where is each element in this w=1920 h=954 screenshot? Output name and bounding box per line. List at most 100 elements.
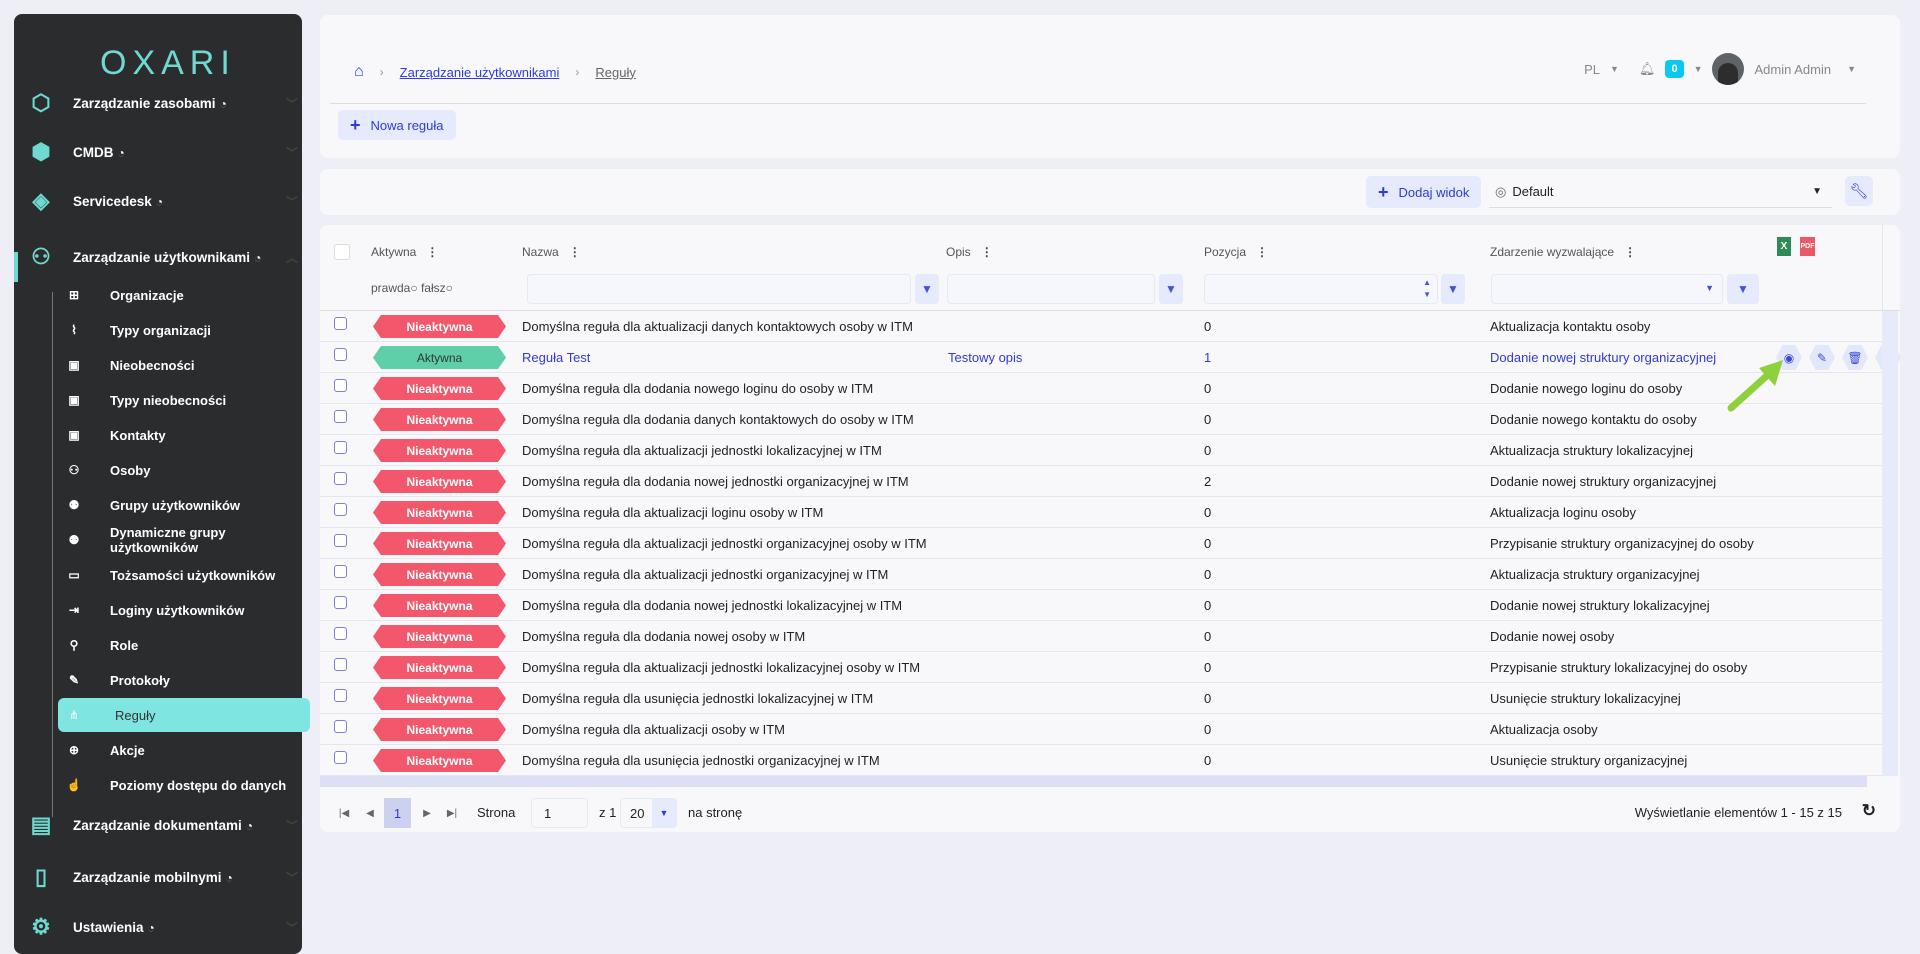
table-row[interactable]: Nieaktywna Domyślna reguła dla aktualiza…	[320, 497, 1882, 528]
caret-down-icon[interactable]: ▼	[1693, 64, 1703, 74]
column-header-name[interactable]: Nazwa ⋮	[522, 245, 581, 259]
table-row[interactable]: Nieaktywna Domyślna reguła dla usunięcia…	[320, 683, 1882, 714]
sidebar-module-sidebar-bottom_modules-2[interactable]: ⚙ Ustawienia ◔ ﹀	[14, 907, 302, 947]
spinner-icon[interactable]: ▲ ▼	[1423, 278, 1431, 299]
wrench-button[interactable]: 🔧︎	[1845, 176, 1873, 206]
row-checkbox[interactable]	[334, 751, 347, 764]
prev-page-icon[interactable]: ◀	[366, 807, 374, 819]
sidebar-item-5[interactable]: ⚇ Osoby	[44, 453, 310, 487]
sidebar-item-8[interactable]: ▭ Tożsamości użytkowników	[44, 558, 310, 592]
sidebar-module-sidebar-modules-3[interactable]: ⚇ Zarządzanie użytkownikami ◔ ︿	[14, 237, 302, 277]
sidebar-item-6[interactable]: ⚉ Grupy użytkowników	[44, 488, 310, 522]
sidebar-item-10[interactable]: ⚲ Role	[44, 628, 310, 662]
filter-icon[interactable]: ▼	[1159, 274, 1183, 304]
edit-button[interactable]: ✎	[1809, 345, 1835, 370]
language-select[interactable]: PL	[1584, 61, 1600, 77]
sidebar-item-13[interactable]: ⊕ Akcje	[44, 733, 310, 767]
sidebar-module-sidebar-modules-0[interactable]: ⬡ Zarządzanie zasobami ◔ ﹀	[14, 83, 302, 123]
table-row[interactable]: Aktywna Reguła Test Testowy opis 1 Dodan…	[320, 342, 1901, 373]
table-row[interactable]: Nieaktywna Domyślna reguła dla dodania n…	[320, 373, 1882, 404]
table-row[interactable]: Nieaktywna Domyślna reguła dla aktualiza…	[320, 435, 1882, 466]
row-checkbox[interactable]	[334, 410, 347, 423]
row-checkbox[interactable]	[334, 689, 347, 702]
sidebar-item-1[interactable]: ⌇ Typy organizacji	[44, 313, 310, 347]
rule-name[interactable]: Domyślna reguła dla aktualizacji jednost…	[522, 567, 889, 582]
row-checkbox[interactable]	[334, 534, 347, 547]
table-row[interactable]: Nieaktywna Domyślna reguła dla dodania d…	[320, 404, 1882, 435]
column-header-active[interactable]: Aktywna ⋮	[371, 245, 439, 259]
row-checkbox[interactable]	[334, 379, 347, 392]
sidebar-item-14[interactable]: ☝ Poziomy dostępu do danych	[44, 768, 310, 802]
sidebar-item-7[interactable]: ⚉ Dynamiczne grupy użytkowników	[44, 523, 310, 557]
rule-name[interactable]: Domyślna reguła dla dodania danych konta…	[522, 412, 914, 427]
event-filter-select[interactable]: ▼	[1491, 274, 1723, 304]
next-page-icon[interactable]: ▶	[423, 807, 431, 819]
column-header-event[interactable]: Zdarzenie wyzwalające ⋮	[1490, 245, 1637, 259]
sidebar-item-2[interactable]: ▣ Nieobecności	[44, 348, 310, 382]
position-filter-input[interactable]: ▲ ▼	[1204, 274, 1438, 304]
first-page-icon[interactable]: |◀	[338, 807, 350, 819]
rule-name[interactable]: Domyślna reguła dla aktualizacji osoby w…	[522, 722, 785, 737]
row-checkbox[interactable]	[334, 658, 347, 671]
desc-filter-input[interactable]	[947, 274, 1155, 304]
rule-name[interactable]: Domyślna reguła dla usunięcia jednostki …	[522, 753, 880, 768]
sidebar-item-11[interactable]: ✎ Protokoły	[44, 663, 310, 697]
table-row[interactable]: Nieaktywna Domyślna reguła dla aktualiza…	[320, 528, 1882, 559]
table-row[interactable]: Nieaktywna Domyślna reguła dla aktualiza…	[320, 311, 1882, 342]
new-rule-button[interactable]: + Nowa reguła	[338, 110, 456, 140]
column-menu-icon[interactable]: ⋮	[1256, 245, 1269, 259]
row-checkbox[interactable]	[334, 348, 347, 361]
sidebar-item-12[interactable]: ⋔ Reguły	[58, 698, 310, 732]
sidebar-item-9[interactable]: ⇥ Loginy użytkowników	[44, 593, 310, 627]
caret-down-icon[interactable]: ▼	[1847, 64, 1856, 74]
pdf-export-icon[interactable]: PDF	[1800, 237, 1815, 256]
name-filter-input[interactable]	[527, 274, 911, 304]
home-icon[interactable]: ⌂	[354, 63, 364, 80]
column-menu-icon[interactable]: ⋮	[426, 245, 439, 259]
view-select[interactable]: ◎ Default ▼	[1489, 176, 1832, 208]
row-checkbox[interactable]	[334, 472, 347, 485]
rule-name[interactable]: Domyślna reguła dla aktualizacji jednost…	[522, 660, 921, 675]
sidebar-item-4[interactable]: ▣ Kontakty	[44, 418, 310, 452]
column-menu-icon[interactable]: ⋮	[980, 245, 993, 259]
table-row[interactable]: Nieaktywna Domyślna reguła dla dodania n…	[320, 466, 1882, 497]
table-row[interactable]: Nieaktywna Domyślna reguła dla dodania n…	[320, 590, 1882, 621]
rule-name[interactable]: Domyślna reguła dla dodania nowej jednos…	[522, 474, 909, 489]
column-header-position[interactable]: Pozycja ⋮	[1204, 245, 1269, 259]
table-row[interactable]: Nieaktywna Domyślna reguła dla dodania n…	[320, 621, 1882, 652]
user-name[interactable]: Admin Admin	[1754, 61, 1832, 77]
row-checkbox[interactable]	[334, 565, 347, 578]
excel-export-icon[interactable]: X	[1777, 237, 1791, 256]
sidebar-module-sidebar-bottom_modules-1[interactable]: ▯ Zarządzanie mobilnymi ◔ ﹀	[14, 857, 302, 897]
sidebar-item-0[interactable]: ⊞ Organizacje	[44, 278, 310, 312]
breadcrumb-parent-link[interactable]: Zarządzanie użytkownikami	[399, 64, 560, 80]
page-input[interactable]: 1	[531, 798, 588, 828]
rule-name[interactable]: Domyślna reguła dla usunięcia jednostki …	[522, 691, 874, 706]
refresh-icon[interactable]: ↻	[1861, 801, 1876, 820]
radio-false[interactable]: ○	[445, 281, 453, 295]
horizontal-scrollbar[interactable]	[320, 776, 1867, 787]
row-checkbox[interactable]	[334, 720, 347, 733]
select-all-checkbox[interactable]	[334, 244, 350, 260]
table-row[interactable]: Nieaktywna Domyślna reguła dla aktualiza…	[320, 714, 1882, 745]
rule-name[interactable]: Domyślna reguła dla dodania nowej jednos…	[522, 598, 903, 613]
notification-count[interactable]: 0	[1665, 60, 1684, 78]
table-row[interactable]: Nieaktywna Domyślna reguła dla aktualiza…	[320, 559, 1882, 590]
bell-icon[interactable]: 🔔︎	[1638, 61, 1656, 76]
rule-name[interactable]: Domyślna reguła dla aktualizacji danych …	[522, 319, 913, 334]
table-row[interactable]: Nieaktywna Domyślna reguła dla usunięcia…	[320, 745, 1882, 776]
filter-icon[interactable]: ▼	[1441, 274, 1465, 304]
column-menu-icon[interactable]: ⋮	[1624, 245, 1637, 259]
rule-name[interactable]: Domyślna reguła dla aktualizacji jednost…	[522, 536, 927, 551]
sidebar-module-sidebar-modules-1[interactable]: ⬢ CMDB ◔ ﹀	[14, 132, 302, 172]
sidebar-module-sidebar-modules-2[interactable]: ◈ Servicedesk ◔ ﹀	[14, 181, 302, 221]
row-checkbox[interactable]	[334, 596, 347, 609]
avatar[interactable]	[1712, 53, 1745, 85]
radio-true[interactable]: ○	[410, 281, 418, 295]
sidebar-module-sidebar-bottom_modules-0[interactable]: ▤ Zarządzanie dokumentami ◔ ﹀	[14, 805, 302, 845]
filter-icon[interactable]: ▼	[1727, 274, 1759, 304]
row-checkbox[interactable]	[334, 627, 347, 640]
column-menu-icon[interactable]: ⋮	[568, 245, 581, 259]
rule-name[interactable]: Domyślna reguła dla aktualizacji loginu …	[522, 505, 824, 520]
trash-button[interactable]: 🗑︎	[1842, 345, 1868, 370]
